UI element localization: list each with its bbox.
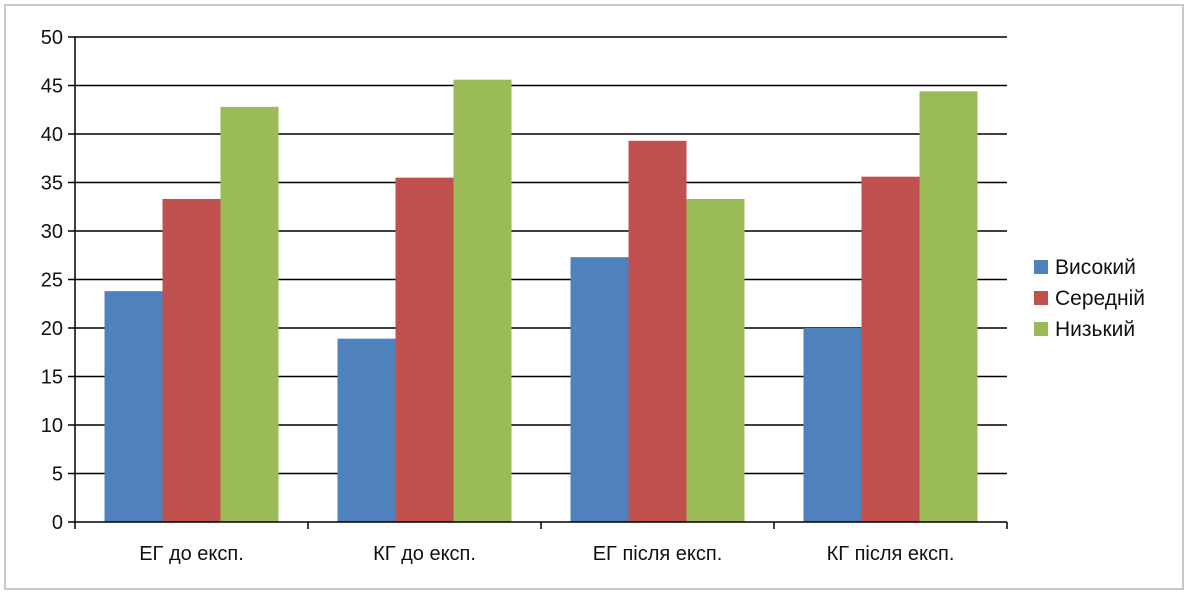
x-tick-label: ЕГ до експ.	[139, 543, 244, 565]
bars	[104, 79, 978, 523]
legend-label: Низький	[1055, 318, 1135, 341]
bar-високий	[803, 328, 862, 522]
bar-високий	[104, 291, 163, 522]
y-tick-label: 10	[41, 415, 63, 437]
legend-swatch	[1034, 322, 1048, 336]
legend-label: Середній	[1055, 287, 1145, 310]
bar-низький	[453, 79, 512, 523]
bar-низький	[686, 198, 745, 523]
x-tick-label: ЕГ після експ.	[593, 543, 723, 565]
y-tick-label: 30	[41, 221, 63, 243]
x-tick-label: КГ після експ.	[827, 543, 955, 565]
bar-середній	[395, 177, 454, 522]
y-axis-ticks: 0 5 10 15 20 25 30 35 40 45 50	[41, 27, 75, 534]
y-tick-label: 45	[41, 76, 63, 98]
y-tick-label: 20	[41, 318, 63, 340]
x-axis-ticks: ЕГ до експ. КГ до експ. ЕГ після експ. КГ п…	[74, 522, 1008, 565]
y-tick-label: 15	[41, 367, 63, 389]
bar-низький	[220, 106, 279, 522]
y-tick-label: 25	[41, 270, 63, 292]
y-tick-label: 35	[41, 173, 63, 195]
bar-середній	[162, 198, 221, 523]
y-tick-label: 40	[41, 124, 63, 146]
bar-високий	[570, 257, 629, 522]
bar-середній	[628, 140, 687, 523]
bar-середній	[861, 176, 920, 522]
legend-swatch	[1034, 260, 1048, 274]
x-tick-label: КГ до експ.	[373, 543, 476, 565]
y-tick-label: 50	[41, 27, 63, 49]
y-tick-label: 5	[52, 464, 63, 486]
legend: Високий Середній Низький	[1034, 256, 1145, 341]
bar-високий	[337, 338, 396, 522]
legend-swatch	[1034, 291, 1048, 305]
legend-label: Високий	[1055, 256, 1136, 279]
y-tick-label: 0	[52, 512, 63, 534]
bar-низький	[919, 91, 978, 522]
